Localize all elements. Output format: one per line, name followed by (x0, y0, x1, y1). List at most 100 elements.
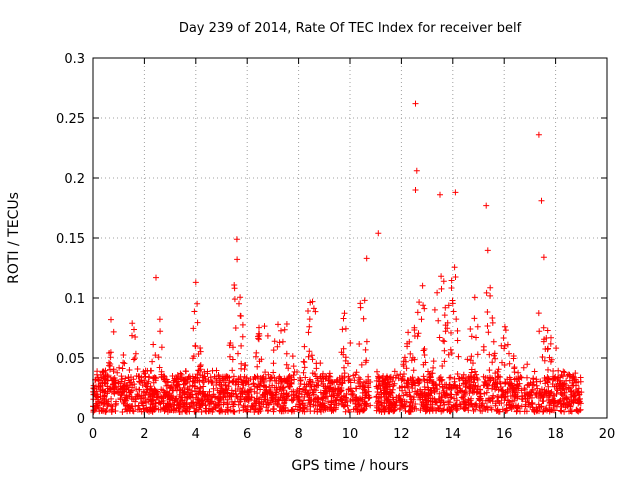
data-point (291, 368, 298, 375)
data-point (497, 374, 504, 380)
data-point (573, 379, 580, 386)
data-point (445, 302, 452, 309)
data-point (117, 385, 124, 392)
data-point (454, 337, 461, 344)
data-point (450, 383, 457, 389)
data-point (413, 167, 420, 174)
data-point (374, 389, 381, 395)
data-point (255, 336, 262, 343)
data-point (165, 403, 172, 410)
data-point (334, 392, 341, 399)
data-point (545, 388, 552, 394)
data-point (182, 406, 189, 413)
data-point (462, 391, 469, 398)
data-point (223, 386, 230, 393)
data-point (224, 401, 231, 408)
data-point (448, 350, 455, 357)
data-point (258, 356, 265, 363)
data-point (448, 329, 454, 336)
data-point (341, 364, 347, 371)
data-point (430, 358, 437, 365)
data-point (96, 400, 103, 406)
data-point (421, 305, 428, 312)
data-point (394, 372, 400, 379)
data-point (453, 403, 460, 410)
data-point (153, 274, 159, 281)
data-point (192, 374, 199, 381)
data-point (314, 398, 321, 405)
data-point (129, 403, 136, 410)
data-point (575, 408, 582, 415)
data-point (248, 394, 255, 401)
data-point (473, 400, 480, 407)
data-point (229, 356, 236, 363)
data-point (340, 345, 347, 352)
data-point (113, 398, 119, 405)
data-point (402, 407, 409, 414)
data-point (461, 405, 468, 412)
data-point (274, 401, 281, 407)
data-point (540, 338, 547, 345)
data-point (176, 391, 183, 398)
data-point (535, 401, 542, 408)
data-point (457, 385, 463, 392)
data-point (378, 390, 385, 396)
data-point (440, 387, 447, 394)
data-point (387, 386, 393, 393)
data-point (494, 406, 501, 413)
data-point (190, 378, 197, 385)
data-point (238, 342, 245, 349)
data-point (498, 394, 505, 401)
data-point (190, 325, 197, 332)
data-point (300, 405, 307, 412)
data-point (404, 391, 410, 398)
data-point (271, 338, 278, 345)
data-point (534, 385, 541, 392)
data-point (150, 341, 157, 348)
data-point (205, 378, 212, 385)
data-point (465, 399, 472, 406)
data-point (352, 371, 359, 378)
data-point (504, 407, 511, 414)
data-point (462, 377, 469, 384)
data-point (429, 378, 436, 385)
data-point (400, 403, 407, 410)
data-point (158, 344, 165, 351)
data-point (385, 402, 392, 409)
data-point (321, 404, 328, 411)
data-point (353, 385, 360, 392)
data-point (424, 391, 431, 398)
data-point (292, 403, 299, 410)
data-point (559, 392, 566, 399)
data-point (295, 396, 302, 403)
data-point (436, 390, 443, 397)
data-point (557, 377, 563, 384)
data-point (296, 390, 302, 397)
data-point (468, 353, 475, 360)
data-point (151, 374, 158, 381)
data-point (541, 375, 548, 381)
data-point (441, 338, 448, 345)
data-point (201, 393, 208, 400)
data-point (480, 347, 487, 354)
data-point (523, 408, 530, 415)
data-point (457, 403, 464, 410)
data-point (107, 361, 114, 367)
data-point (318, 408, 324, 415)
x-tick-label: 10 (342, 427, 359, 442)
data-point (423, 395, 430, 402)
data-point (307, 299, 314, 306)
data-point (178, 371, 185, 378)
data-point (465, 407, 472, 414)
data-point (577, 378, 584, 385)
data-point (129, 332, 135, 339)
data-point (237, 294, 244, 301)
data-point (560, 400, 567, 407)
data-point (439, 394, 445, 401)
data-point (164, 392, 171, 399)
data-point (468, 395, 475, 402)
data-point (245, 389, 252, 396)
data-point (557, 397, 564, 404)
data-point (401, 354, 408, 361)
data-point (504, 341, 511, 348)
